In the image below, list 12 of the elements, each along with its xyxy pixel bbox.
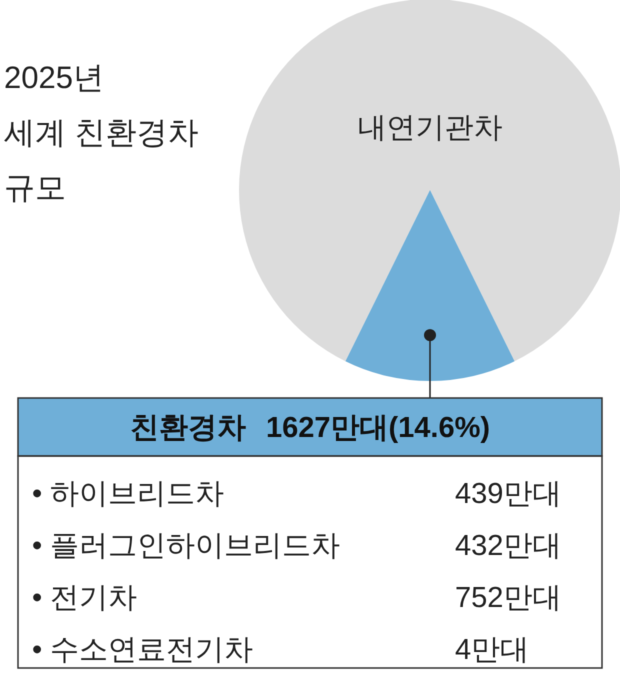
slice-label: 내연기관차 [358,112,502,144]
text: 4만대 [455,634,530,666]
category-label: • 수소연료전기차 [32,634,254,666]
category-label: • 하이브리드차 [32,478,224,510]
category-label: • 플러그인하이브리드차 [32,530,340,562]
slice-label: 친환경차 [130,412,246,444]
text: 439만대 [455,478,562,510]
category-label: • 전기차 [32,582,138,614]
text: 432만대 [455,530,562,562]
text: 2025년 세계 친환경차 규모 [4,60,199,205]
data-label: 1627만대(14.6%) [266,412,490,444]
text: 752만대 [455,582,562,614]
